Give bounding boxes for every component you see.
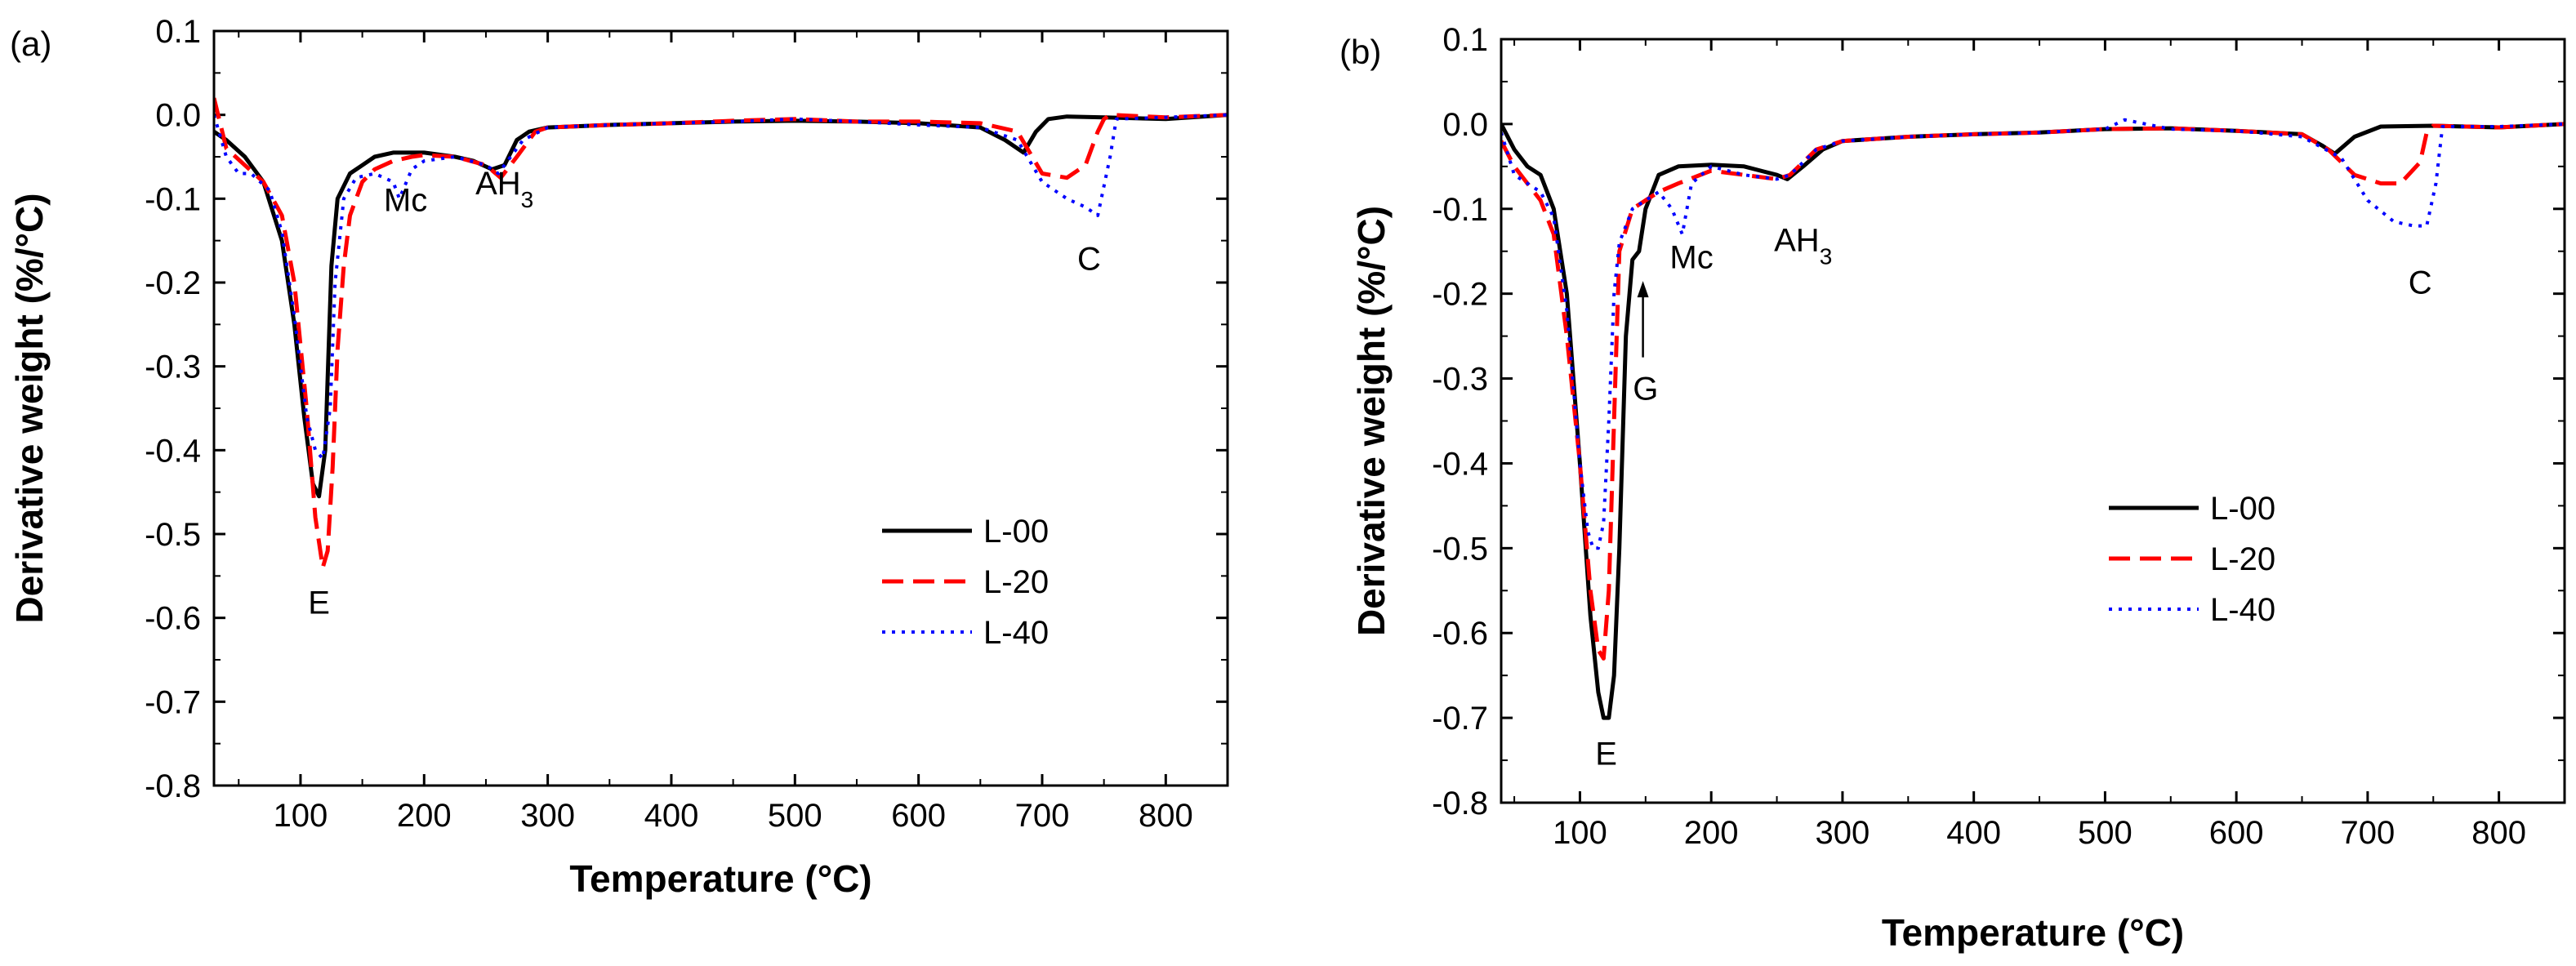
annotation-label: C xyxy=(2409,265,2432,301)
annotation-subscript: 3 xyxy=(1820,243,1833,269)
annotation-text: C xyxy=(2409,265,2432,301)
annotation-text: C xyxy=(1077,242,1101,278)
x-tick-label: 700 xyxy=(2341,815,2396,851)
annotation-label: E xyxy=(1595,736,1617,772)
series-line-l-00 xyxy=(1501,122,2565,720)
x-tick-label: 600 xyxy=(891,798,946,834)
y-tick-label: -0.4 xyxy=(145,433,201,469)
series-group xyxy=(1501,118,2565,720)
plot-frame xyxy=(212,29,1229,787)
x-axis-title: Temperature (°C) xyxy=(1882,911,2184,954)
legend-label: L-40 xyxy=(2210,592,2275,628)
x-tick-label: 300 xyxy=(1816,815,1870,851)
y-tick-label: -0.1 xyxy=(1432,192,1488,228)
series-line-l-20 xyxy=(214,97,1228,570)
y-tick-label: -0.3 xyxy=(145,349,201,385)
x-tick-label: 400 xyxy=(1946,815,2001,851)
y-tick-label: -0.7 xyxy=(1432,701,1488,737)
y-tick-label: -0.2 xyxy=(1432,277,1488,313)
annotation-text: AH xyxy=(475,166,521,202)
chart-panel-1: -0.8 -0.7 -0.6 -0.5 -0.4 -0.3 -0.2 -0.1 0.0 0.1 10… xyxy=(1339,22,2566,954)
x-tick-label: 500 xyxy=(2078,815,2133,851)
y-tick-label: 0.0 xyxy=(1442,107,1488,143)
annotation-label: Mc xyxy=(384,183,427,219)
annotation-text: G xyxy=(1633,372,1658,407)
y-axis-title: Derivative weight (%/°C) xyxy=(1350,206,1393,636)
annotation-text: E xyxy=(308,585,330,621)
legend-label: L-40 xyxy=(983,615,1049,651)
annotation-text: AH xyxy=(1774,223,1820,259)
x-tick-label: 600 xyxy=(2209,815,2264,851)
x-tick-label: 100 xyxy=(274,798,328,834)
plot-frame xyxy=(1500,38,2566,804)
series-line-l-20 xyxy=(1501,122,2565,661)
annotation-label: AH3 xyxy=(1774,223,1832,269)
y-tick-label: -0.3 xyxy=(1432,362,1488,398)
legend-label: L-00 xyxy=(2210,491,2275,527)
annotation-label: G xyxy=(1633,372,1658,407)
annotation-text: Mc xyxy=(384,183,427,219)
y-tick-label: -0.2 xyxy=(145,265,201,301)
annotation-label: AH3 xyxy=(475,166,533,212)
x-tick-label: 800 xyxy=(2471,815,2526,851)
y-tick-label: -0.5 xyxy=(1432,531,1488,567)
x-tick-label: 400 xyxy=(644,798,699,834)
chart-panel-0: -0.8 -0.7 -0.6 -0.5 -0.4 -0.3 -0.2 -0.1 0.0 0.1 10… xyxy=(8,14,1229,900)
annotation-label: Mc xyxy=(1669,240,1713,276)
x-axis-title: Temperature (°C) xyxy=(569,857,871,900)
y-tick-label: -0.1 xyxy=(145,181,201,217)
y-tick-label: 0.1 xyxy=(1442,22,1488,58)
x-tick-label: 200 xyxy=(397,798,452,834)
y-axis-title: Derivative weight (%/°C) xyxy=(8,193,51,623)
y-tick-label: 0.1 xyxy=(155,14,201,50)
x-tick-label: 300 xyxy=(520,798,575,834)
x-tick-label: 100 xyxy=(1553,815,1607,851)
annotation-text: Mc xyxy=(1669,240,1713,276)
series-line-l-40 xyxy=(1501,118,2565,550)
legend-label: L-20 xyxy=(2210,541,2275,577)
series-group xyxy=(214,97,1228,570)
annotation-text: E xyxy=(1595,736,1617,772)
x-tick-label: 800 xyxy=(1139,798,1193,834)
x-tick-label: 700 xyxy=(1015,798,1070,834)
annotation-label: E xyxy=(308,585,330,621)
annotation-label: C xyxy=(1077,242,1101,278)
x-tick-label: 500 xyxy=(768,798,822,834)
annotation-subscript: 3 xyxy=(521,187,534,212)
y-tick-label: -0.6 xyxy=(1432,616,1488,652)
y-tick-label: 0.0 xyxy=(155,98,201,134)
x-tick-label: 200 xyxy=(1684,815,1739,851)
arrow-head xyxy=(1637,281,1649,298)
legend-label: L-20 xyxy=(983,564,1049,600)
y-tick-label: -0.5 xyxy=(145,517,201,553)
y-tick-label: -0.7 xyxy=(145,684,201,720)
panel-label: (b) xyxy=(1339,33,1381,71)
panel-label: (a) xyxy=(10,24,51,63)
y-tick-label: -0.4 xyxy=(1432,446,1488,482)
series-line-l-40 xyxy=(214,113,1228,461)
legend-label: L-00 xyxy=(983,514,1049,550)
y-tick-label: -0.8 xyxy=(1432,786,1488,821)
y-tick-label: -0.8 xyxy=(145,768,201,804)
y-tick-label: -0.6 xyxy=(145,601,201,637)
